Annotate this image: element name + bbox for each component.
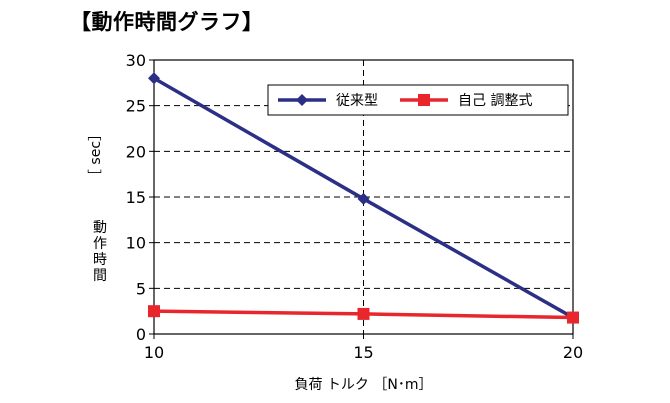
x-tick-label: 15 bbox=[353, 343, 373, 362]
y-tick-label: 10 bbox=[126, 234, 146, 253]
x-axis-label: 負荷 トルク ［N･m］ bbox=[294, 377, 432, 393]
data-point bbox=[357, 192, 370, 205]
data-point bbox=[567, 311, 579, 324]
y-tick-label: 20 bbox=[126, 142, 146, 161]
chart-title: 【動作時間グラフ】 bbox=[70, 10, 264, 34]
y-tick-label: 15 bbox=[126, 188, 146, 207]
y-tick-label: 0 bbox=[136, 325, 146, 344]
data-point bbox=[357, 307, 370, 320]
data-point bbox=[148, 72, 160, 85]
y-tick-label: 25 bbox=[126, 97, 146, 116]
x-tick-label: 20 bbox=[563, 343, 583, 362]
y-axis-label: 動作時間 bbox=[93, 220, 107, 284]
data-point bbox=[148, 305, 160, 318]
legend-label: 自己 調整式 bbox=[458, 93, 532, 109]
x-tick-label: 10 bbox=[144, 343, 164, 362]
legend-marker bbox=[418, 94, 430, 106]
legend-marker bbox=[296, 94, 308, 106]
y-axis-unit-label: ［ sec］ bbox=[88, 127, 104, 183]
y-tick-label: 30 bbox=[126, 51, 146, 70]
y-tick-label: 5 bbox=[136, 279, 146, 298]
legend-label: 従来型 bbox=[336, 93, 378, 109]
